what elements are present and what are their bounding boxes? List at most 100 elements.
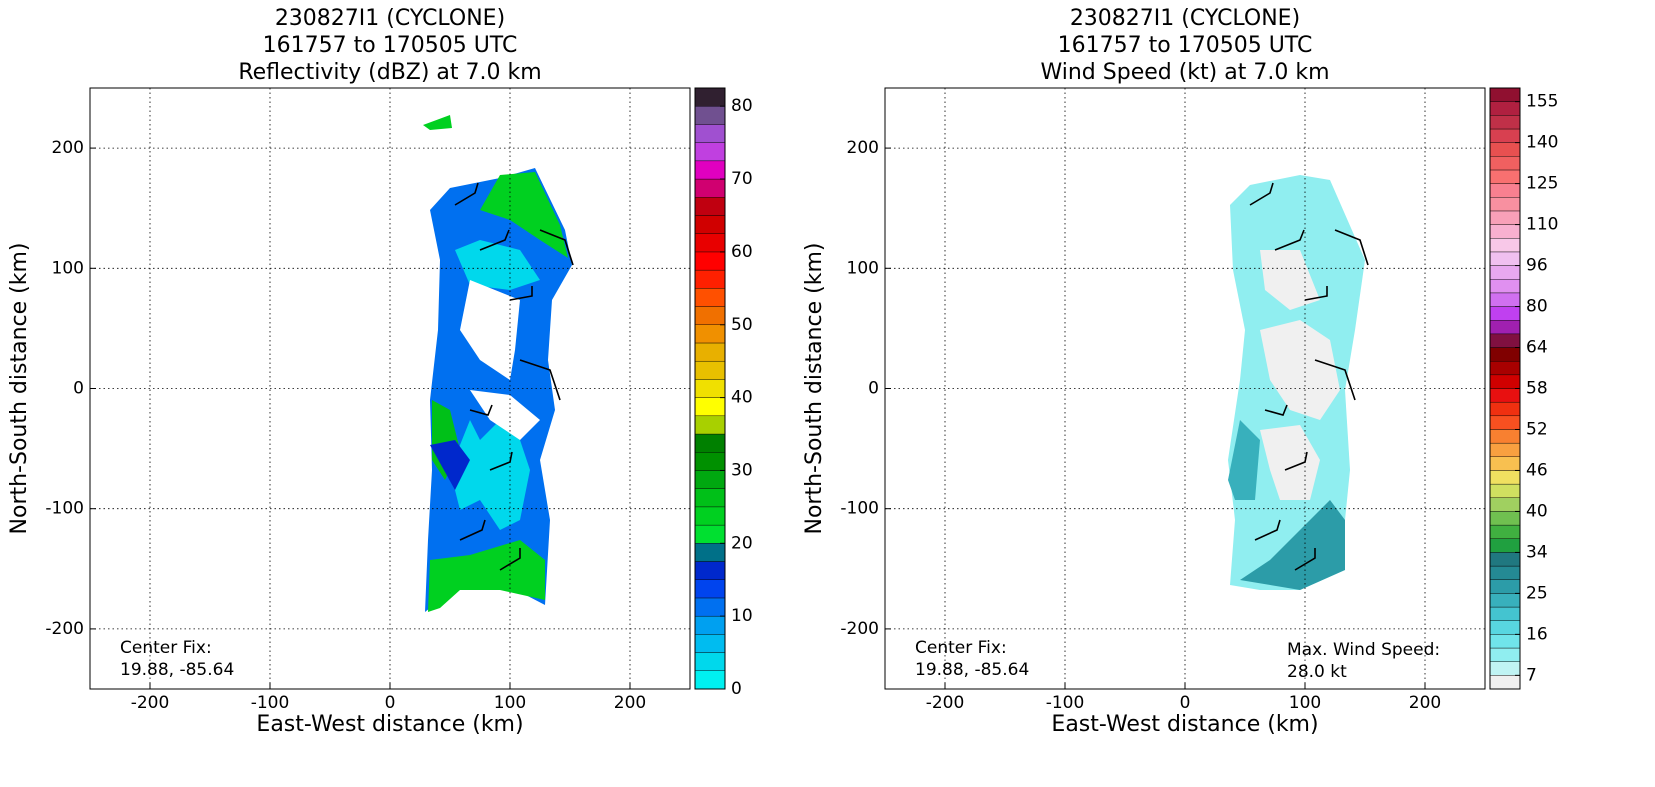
chart-title: 161757 to 170505 UTC	[263, 33, 518, 58]
colorbar-tick-label: 60	[731, 242, 753, 262]
x-tick-label: 0	[385, 693, 396, 713]
x-tick-label: -100	[1046, 693, 1085, 713]
colorbar-tick-label: 64	[1526, 338, 1548, 358]
colorbar-segment	[694, 488, 726, 508]
y-tick-label: 200	[52, 138, 84, 158]
colorbar-segment	[694, 215, 726, 234]
colorbar-tick-label: 25	[1526, 583, 1548, 603]
colorbar-segment	[1489, 101, 1521, 116]
colorbar-segment	[694, 615, 726, 635]
x-tick-label: -200	[926, 693, 965, 713]
colorbar-segment	[1489, 538, 1521, 553]
y-axis-label: North-South distance (km)	[802, 243, 827, 535]
colorbar-segment	[694, 342, 726, 362]
colorbar-segment	[694, 397, 726, 417]
x-tick-label: 200	[614, 693, 646, 713]
colorbar-segment	[1489, 606, 1521, 621]
colorbar-tick-label: 140	[1526, 133, 1558, 153]
colorbar-segment	[694, 524, 726, 544]
annotation: Max. Wind Speed:	[1287, 640, 1440, 660]
chart-title: Wind Speed (kt) at 7.0 km	[1040, 60, 1329, 85]
colorbar-segment	[1489, 265, 1521, 280]
colorbar-segment	[1489, 401, 1521, 417]
y-tick-label: 200	[847, 138, 879, 158]
y-tick-label: -200	[840, 619, 879, 639]
colorbar-segment	[1489, 497, 1521, 512]
chart-title: 230827I1 (CYCLONE)	[275, 6, 505, 31]
colorbar-segment	[1489, 142, 1521, 157]
annotation: Center Fix:	[120, 638, 212, 658]
colorbar-segment	[1489, 251, 1521, 266]
colorbar-segment	[694, 178, 726, 198]
colorbar-tick-label: 50	[731, 315, 753, 335]
wind-barbs	[454, 182, 1369, 571]
colorbar-tick-label: 125	[1526, 174, 1558, 194]
colorbar-tick-label: 110	[1526, 215, 1558, 235]
colorbar-segment	[694, 324, 726, 344]
colorbar-segment	[1489, 593, 1521, 608]
colorbar-segment	[694, 579, 726, 599]
colorbar-segment	[1489, 156, 1521, 171]
colorbar-segment	[694, 670, 726, 690]
colorbar-segment	[1489, 292, 1521, 307]
colorbar-segment	[694, 124, 726, 143]
colorbar-tick-label: 30	[731, 460, 753, 480]
colorbar-segment	[1489, 333, 1521, 348]
colorbar-tick-label: 96	[1526, 256, 1548, 276]
colorbar-segment	[1489, 183, 1521, 198]
colorbar-segment	[1489, 279, 1521, 294]
reflectivity-field	[423, 115, 572, 612]
x-tick-label: 100	[494, 693, 526, 713]
colorbar-segment	[694, 306, 726, 325]
x-tick-label: -200	[131, 693, 170, 713]
colorbar-tick-label: 20	[731, 533, 753, 553]
colorbar-tick-label: 16	[1526, 624, 1548, 644]
colorbar-segment	[694, 106, 726, 125]
annotation: 19.88, -85.64	[915, 660, 1029, 680]
colorbar-segment	[1489, 238, 1521, 253]
colorbar-segment	[1489, 456, 1521, 471]
colorbar-tick-label: 40	[731, 388, 753, 408]
x-axis-label: East-West distance (km)	[256, 712, 523, 737]
colorbar-segment	[1489, 634, 1521, 649]
colorbar-tick-label: 80	[1526, 297, 1548, 317]
colorbar-segment	[694, 197, 726, 216]
chart-title: Reflectivity (dBZ) at 7.0 km	[238, 60, 541, 85]
colorbar-segment	[694, 288, 726, 307]
colorbar-segment	[1489, 115, 1521, 130]
colorbar-tick-label: 10	[731, 606, 753, 626]
colorbar-segment	[1489, 388, 1521, 403]
colorbar-segment	[1489, 360, 1521, 376]
colorbar-segment	[694, 634, 726, 653]
colorbar-segment	[1489, 210, 1521, 225]
annotation: Center Fix:	[915, 638, 1007, 658]
colorbar-tick-label: 34	[1526, 542, 1548, 562]
colorbar-segment	[1489, 442, 1521, 457]
colorbar-segment	[1489, 483, 1521, 498]
colorbar-tick-label: 52	[1526, 419, 1548, 439]
colorbar-tick-label: 40	[1526, 501, 1548, 521]
x-tick-label: 100	[1289, 693, 1321, 713]
colorbar-tick-label: 46	[1526, 460, 1548, 480]
colorbar-segment	[1489, 415, 1521, 430]
colorbar-segment	[1489, 524, 1521, 539]
colorbar-segment	[1489, 429, 1521, 444]
colorbar-segment	[694, 87, 726, 107]
x-tick-label: 200	[1409, 693, 1441, 713]
colorbar-tick-label: 58	[1526, 379, 1548, 399]
colorbar-segment	[1489, 511, 1521, 526]
colorbar-tick-label: 70	[731, 169, 753, 189]
y-tick-label: 0	[868, 379, 879, 399]
colorbar-tick-label: 155	[1526, 92, 1558, 112]
colorbar-segment	[1489, 470, 1521, 485]
wind-speed-field	[1228, 175, 1365, 590]
colorbar-tick-label: 7	[1526, 665, 1537, 685]
colorbar-segment	[1489, 347, 1521, 362]
colorbar-segment	[694, 506, 726, 526]
colorbar-segment	[1489, 87, 1521, 102]
colorbar-segment	[1489, 374, 1521, 389]
colorbar-segment	[694, 360, 726, 380]
y-tick-label: 100	[847, 258, 879, 278]
colorbar-segment	[694, 470, 726, 489]
